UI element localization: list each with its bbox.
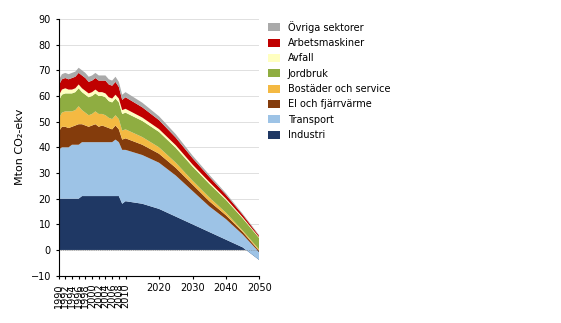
Legend: Övriga sektorer, Arbetsmaskiner, Avfall, Jordbruk, Bostäder och service, El och : Övriga sektorer, Arbetsmaskiner, Avfall,… — [266, 19, 392, 142]
Y-axis label: Mton CO₂-ekv: Mton CO₂-ekv — [15, 109, 25, 185]
